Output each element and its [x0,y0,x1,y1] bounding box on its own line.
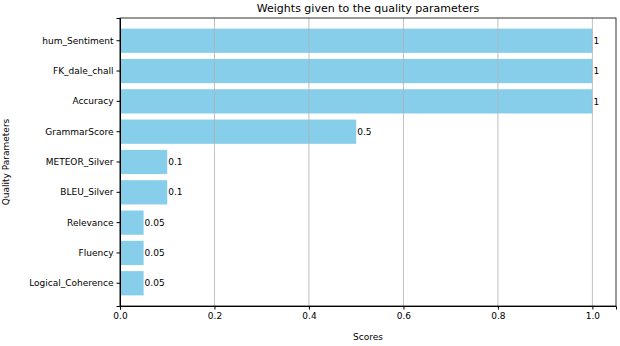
y-tick-mark [117,101,121,102]
x-tick-label: 0.4 [302,311,317,321]
y-axis: hum_Sentiment FK_dale_chall Accuracy Gramma… [29,19,120,307]
x-tick-label: 0.8 [491,311,506,321]
x-tick-mark [592,306,593,310]
y-tick: Fluency [79,248,120,258]
bar [120,89,592,113]
x-tick: 0.8 [491,306,506,321]
y-tick-label: FK_dale_chall [53,66,114,76]
x-axis: 0.0 0.2 0.4 0.6 0.8 1.0 [113,306,616,321]
y-tick-mark [117,252,121,253]
grid-line [403,18,404,306]
data-label: 0.05 [145,278,165,288]
y-tick: METEOR_Silver [46,157,120,167]
y-tick-label: Relevance [67,218,114,228]
data-labels: 1 1 1 0.5 0.1 0.1 0.05 0.05 0.05 [145,36,599,289]
plot: 0.0 0.2 0.4 0.6 0.8 1.0 hum_Sentiment FK_dale_c… [29,18,616,321]
bars [120,29,592,296]
y-tick: Logical_Coherence [29,278,120,288]
x-tick: 0.0 [113,306,128,321]
y-tick-label: Logical_Coherence [29,278,114,288]
x-axis-line [121,307,617,310]
grid-line [497,18,498,306]
y-tick-label: METEOR_Silver [46,157,114,167]
y-tick: GrammarScore [45,127,120,137]
x-tick-label: 0.0 [113,311,128,321]
y-tick-label: Fluency [79,248,115,258]
y-tick-label: GrammarScore [45,127,114,137]
x-tick-label: 0.6 [397,311,412,321]
x-tick-mark [214,306,215,310]
x-tick: 0.4 [302,306,317,321]
y-axis-line [117,19,121,307]
x-tick-mark [403,306,404,310]
data-label: 0.5 [357,127,371,137]
bar [120,271,144,295]
x-tick-mark [309,306,310,310]
data-label: 0.05 [145,248,165,258]
bar [120,120,356,144]
grid-line [592,18,593,306]
bar [120,211,144,235]
y-tick: BLEU_Silver [60,187,120,197]
data-label: 0.1 [168,187,182,197]
bar [120,29,592,53]
y-tick: FK_dale_chall [53,66,120,76]
x-tick: 0.2 [208,306,222,321]
y-axis-title: Quality Parameters [1,118,11,205]
bar [120,150,167,174]
data-label: 1 [593,66,599,76]
y-tick-label: Accuracy [72,96,114,106]
y-tick-label: hum_Sentiment [42,36,114,46]
bar [120,180,167,204]
title: Weights given to the quality parameters [257,2,480,15]
data-label: 0.1 [168,157,182,167]
x-tick-label: 0.2 [208,311,222,321]
x-tick-mark [498,306,499,310]
grid-line [308,18,309,306]
y-tick: Relevance [67,218,120,228]
grid [120,18,592,306]
x-tick: 0.6 [397,306,412,321]
y-tick: hum_Sentiment [42,36,120,46]
x-tick: 1.0 [586,306,601,321]
y-tick-mark [117,222,121,223]
data-label: 0.05 [145,218,165,228]
y-tick-mark [117,40,121,41]
plot-frame [120,18,616,306]
y-tick: Accuracy [72,96,120,106]
y-tick-mark [117,162,121,163]
y-tick-mark [117,71,121,72]
y-tick-label: BLEU_Silver [60,187,114,197]
x-axis-title: Scores [353,332,383,342]
chart: 0.0 0.2 0.4 0.6 0.8 1.0 hum_Sentiment FK_dale_c… [0,0,620,346]
data-label: 1 [593,97,599,107]
data-label: 1 [593,36,599,46]
y-tick-mark [117,131,121,132]
bar [120,59,592,83]
y-tick-mark [117,283,121,284]
y-tick-mark [117,192,121,193]
bar [120,241,144,265]
grid-line [214,18,215,306]
x-tick-label: 1.0 [586,311,601,321]
